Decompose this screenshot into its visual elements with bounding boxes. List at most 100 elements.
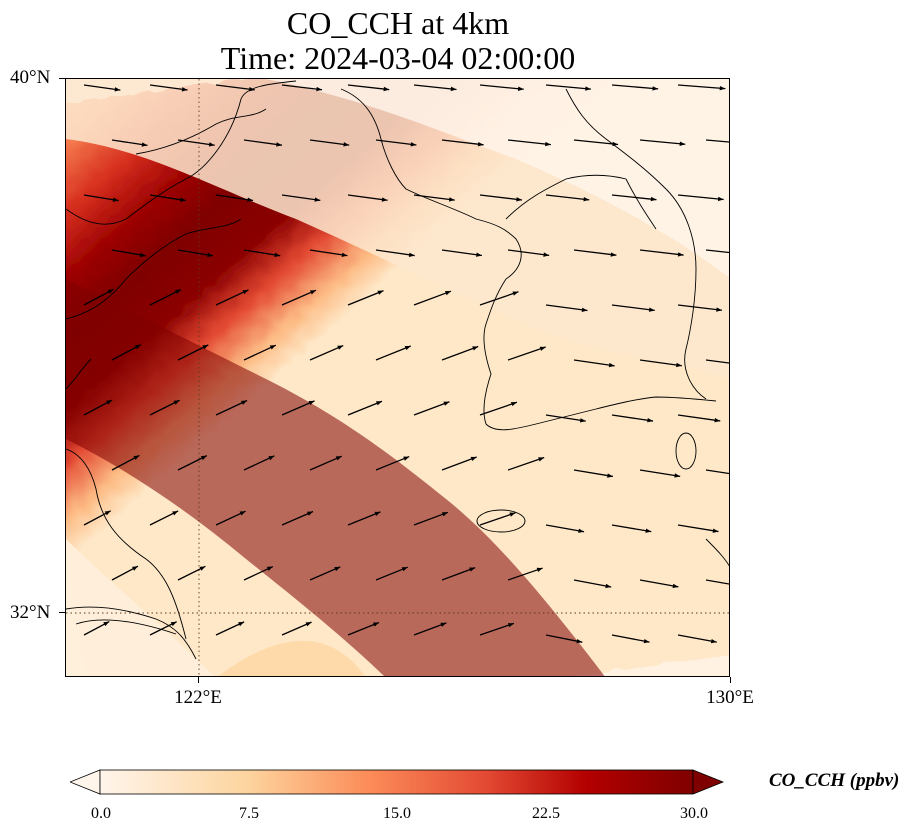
wind-vector-head: [104, 510, 111, 516]
wind-vector: [83, 194, 119, 202]
wind-vector-head: [476, 252, 482, 257]
wind-vector: [347, 400, 383, 416]
wind-vector-head: [450, 86, 457, 92]
coastlines: [66, 80, 729, 660]
wind-vector: [639, 249, 684, 256]
wind-vector: [705, 469, 729, 475]
wind-vector-head: [710, 638, 717, 644]
wind-vector: [413, 622, 447, 636]
wind-vector: [545, 634, 583, 643]
wind-vector-head: [172, 510, 179, 516]
wind-vector: [507, 346, 546, 361]
plot-title-line2: Time: 2024-03-04 02:00:00: [220, 40, 576, 76]
wind-vector: [639, 139, 686, 145]
wind-vector-head: [274, 252, 281, 258]
wind-vector-head: [650, 196, 657, 202]
wind-vector-head: [607, 473, 613, 478]
colorbar-min-extend: [70, 769, 101, 795]
wind-vector: [677, 194, 724, 201]
wind-vector-head: [112, 197, 119, 202]
wind-vector: [639, 579, 679, 588]
wind-vector-head: [239, 511, 246, 516]
wind-vector-head: [181, 87, 188, 92]
lat-tick-40n: [59, 78, 65, 79]
wind-vector: [243, 249, 281, 257]
wind-vector: [413, 511, 449, 526]
wind-vector-head: [180, 197, 186, 202]
co-field: [66, 79, 729, 676]
wind-vector: [309, 344, 344, 361]
wind-vector: [545, 524, 585, 533]
wind-vector: [441, 345, 479, 361]
wind-vector-head: [610, 252, 617, 257]
wind-vector: [83, 84, 121, 91]
wind-vector: [347, 194, 388, 201]
wind-vector: [611, 524, 652, 533]
wind-vector-head: [674, 473, 681, 478]
lon-tick-130e: [730, 677, 731, 683]
wind-vector-head: [403, 456, 410, 461]
wind-vector-head: [539, 346, 546, 351]
wind-vector: [677, 414, 721, 422]
wind-vector: [215, 399, 248, 416]
wind-vector-head: [202, 344, 209, 350]
wind-vector-head: [314, 197, 321, 202]
wind-vector-head: [343, 142, 350, 147]
wind-vector: [573, 469, 614, 478]
wind-vector: [375, 345, 411, 361]
wind-vector-head: [404, 345, 411, 351]
map-panel: [65, 78, 730, 677]
wind-vector-head: [410, 142, 417, 147]
wind-vector: [705, 139, 729, 143]
wind-vector: [215, 194, 254, 202]
wind-vector-head: [132, 566, 138, 571]
wind-vector-head: [643, 638, 650, 644]
wind-vector: [677, 304, 723, 311]
wind-vector-head: [106, 400, 113, 405]
wind-vector: [507, 567, 543, 581]
colorbar-tick-3: 22.5: [532, 805, 560, 822]
wind-vector-head: [308, 400, 315, 406]
wind-vector: [281, 84, 323, 91]
wind-vector: [573, 139, 619, 146]
wind-vector-head: [543, 252, 550, 257]
wind-vector-head: [719, 86, 726, 91]
wind-vector-head: [247, 197, 254, 202]
wind-vector-head: [583, 197, 590, 202]
wind-vector: [479, 291, 519, 306]
wind-vector: [281, 400, 315, 416]
wind-vector-head: [139, 252, 146, 258]
wind-vector-head: [307, 511, 314, 516]
wind-vectors: [83, 84, 729, 644]
wind-vector: [479, 401, 518, 416]
wind-vector: [573, 579, 612, 588]
wind-vector: [611, 634, 650, 643]
wind-vector-head: [714, 417, 721, 423]
wind-vector-head: [141, 142, 148, 147]
wind-vector: [243, 344, 277, 361]
wind-vector-head: [585, 86, 591, 91]
colorbar: [70, 769, 725, 795]
wind-vector-head: [440, 622, 447, 627]
wind-vector-head: [266, 566, 273, 571]
wind-vector-head: [712, 528, 719, 533]
lon-tick-122e: [198, 677, 199, 683]
wind-vector: [639, 359, 682, 367]
wind-vector: [375, 139, 417, 146]
wind-vector-head: [717, 196, 724, 202]
wind-vector: [507, 456, 545, 471]
wind-vector: [177, 249, 214, 257]
wind-vector-head: [200, 455, 207, 461]
wind-vector-head: [337, 345, 344, 350]
wind-vector-head: [383, 86, 390, 92]
wind-vector: [677, 524, 719, 533]
wind-vector: [177, 344, 209, 361]
wind-vector-head: [605, 583, 612, 589]
wind-vector-head: [441, 512, 448, 517]
wind-vector: [347, 511, 381, 526]
wind-vector: [705, 359, 729, 364]
wind-vector-head: [507, 623, 514, 628]
wind-vector: [309, 139, 350, 146]
wind-vector-head: [208, 142, 215, 147]
wind-vector: [375, 455, 410, 471]
